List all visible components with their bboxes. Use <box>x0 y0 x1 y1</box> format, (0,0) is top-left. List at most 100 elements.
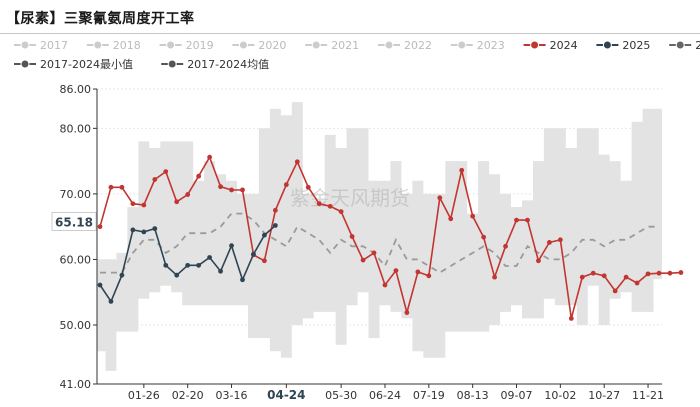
series-2024-point <box>272 207 278 213</box>
x-tick-label: 05-30 <box>325 389 357 402</box>
series-2024-point <box>185 192 191 197</box>
series-2024-point <box>557 237 563 243</box>
x-tick-label: 01-26 <box>128 389 160 402</box>
legend-marker <box>166 40 176 50</box>
series-2024-point <box>656 270 662 276</box>
series-2025-point <box>152 226 158 232</box>
series-2024-point <box>634 280 640 286</box>
legend-label: 2024 <box>550 39 578 52</box>
series-2024-point <box>262 258 267 264</box>
series-2025-point <box>108 299 114 304</box>
legend-marker <box>167 59 177 69</box>
series-2025-point <box>174 272 180 278</box>
series-2024-point <box>393 268 399 273</box>
series-2024-point <box>667 270 673 276</box>
series-2025-point <box>163 262 169 268</box>
x-tick-label: 08-13 <box>457 389 489 402</box>
y-tick-label: 60.00 <box>60 253 92 266</box>
legend-marker <box>602 40 612 50</box>
range-band <box>97 102 662 371</box>
legend-marker <box>457 40 467 50</box>
series-2025-point <box>251 251 256 257</box>
legend-label: 2018 <box>113 39 141 52</box>
series-2024-point <box>163 169 169 175</box>
x-tick-label: 03-16 <box>216 389 248 402</box>
legend-label: 2017 <box>40 39 68 52</box>
series-2024-point <box>612 288 618 294</box>
legend-label: 2021 <box>331 39 359 52</box>
series-2025-point <box>262 232 267 238</box>
series-2024-point <box>382 282 388 288</box>
legend-item-2017-2024均值[interactable]: 2017-2024均值 <box>161 58 269 71</box>
series-2024-point <box>316 201 322 207</box>
y-tick-label: 70.00 <box>60 188 92 201</box>
series-2024-point <box>536 258 541 264</box>
y-tick-label: 80.00 <box>60 122 92 135</box>
series-2024-point <box>678 270 684 275</box>
x-tick-label: 11-21 <box>632 389 664 402</box>
x-tick-label: 10-27 <box>588 389 620 402</box>
series-2025-point <box>141 229 147 235</box>
legend-label: 2020 <box>258 39 286 52</box>
series-2024-point <box>218 184 223 190</box>
series-2024-point <box>514 217 519 223</box>
title-divider <box>0 33 700 34</box>
series-2024-point <box>448 216 454 222</box>
legend-item-2024[interactable]: 2024 <box>523 39 578 52</box>
series-2024-point <box>579 274 585 280</box>
series-2025-point <box>229 243 234 249</box>
series-2025-point <box>185 262 191 268</box>
series-2024-point <box>492 274 497 280</box>
legend-item-2020[interactable]: 2020 <box>232 39 286 52</box>
y-tick-label: 86.00 <box>60 83 92 96</box>
series-2025-point <box>196 262 202 268</box>
legend-item-2019[interactable]: 2019 <box>159 39 214 52</box>
legend-item-2021[interactable]: 2021 <box>305 39 359 52</box>
series-2024-point <box>196 173 202 179</box>
legend-marker <box>675 40 685 50</box>
legend-marker <box>384 40 394 50</box>
x-tick-label: 09-07 <box>501 389 533 402</box>
series-2024-point <box>470 213 476 219</box>
legend-label: 2017-2024最小值 <box>40 58 133 71</box>
legend-item-2022[interactable]: 2022 <box>378 39 432 52</box>
series-2024-point <box>305 184 311 190</box>
series-2024-point <box>141 202 147 208</box>
series-2024-point <box>152 177 158 182</box>
series-2024-point <box>240 187 245 193</box>
series-2024-point <box>568 316 574 321</box>
series-2024-point <box>437 195 443 201</box>
series-2024-point <box>294 159 300 165</box>
legend-marker <box>93 40 103 50</box>
legend-item-2017[interactable]: 2017 <box>14 39 68 52</box>
series-mean-line <box>100 212 659 274</box>
x-tick-label: 04-24 <box>267 388 305 402</box>
legend-item-2023[interactable]: 2023 <box>450 39 505 52</box>
series-2024-point <box>459 167 465 173</box>
legend-item-2018[interactable]: 2018 <box>86 39 141 52</box>
series-2024-point <box>207 154 213 160</box>
legend-label: 2023 <box>477 39 505 52</box>
legend-label: 2017-2024均值 <box>187 58 269 71</box>
legend-item-2025[interactable]: 2025 <box>596 39 650 52</box>
y-tick-label: 41.00 <box>60 378 92 391</box>
series-2025-point <box>130 227 136 233</box>
latest-value-box <box>51 211 97 231</box>
x-tick-label: 06-24 <box>369 389 401 402</box>
series-2024-point <box>283 182 289 188</box>
legend-item-2017-2024最小值[interactable]: 2017-2024最小值 <box>14 58 133 71</box>
series-2024-point <box>119 184 125 190</box>
series-2025-point <box>218 268 223 274</box>
series-2024-point <box>645 271 651 277</box>
legend-marker <box>530 40 540 50</box>
series-2024-point <box>601 273 607 279</box>
series-2024-point <box>415 269 421 275</box>
legend-label: 2017-2024最大值 <box>695 38 700 52</box>
legend-label: 2025 <box>622 39 650 52</box>
series-2024-point <box>371 250 377 256</box>
legend-item-2017-2024最大值[interactable]: 2017-2024最大值 <box>669 38 700 52</box>
series-2024-point <box>623 274 629 280</box>
series-2024-point <box>229 187 234 193</box>
series-2024-point <box>404 310 410 315</box>
